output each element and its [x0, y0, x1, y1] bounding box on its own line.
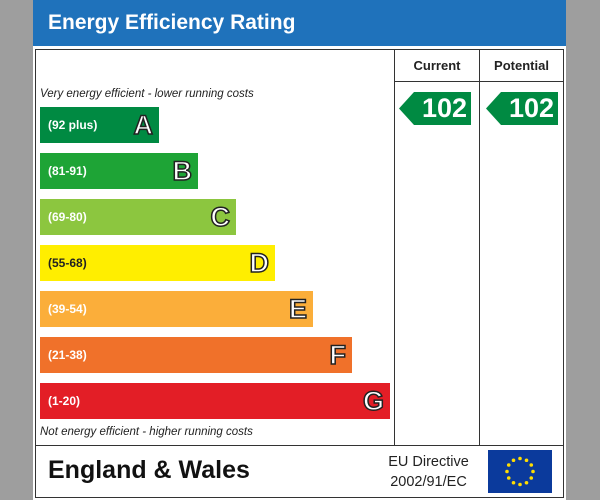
flag-star: [511, 480, 516, 485]
flag-star: [511, 458, 516, 463]
top-caption: Very energy efficient - lower running co…: [40, 88, 254, 100]
band-a: (92 plus) A: [40, 107, 159, 143]
flag-star: [505, 469, 509, 474]
band-letter: A: [133, 109, 154, 140]
flag-star: [524, 480, 529, 485]
current-column-header: Current: [413, 58, 461, 73]
eu-flag-icon: [488, 450, 552, 493]
current-rating-arrow: 102: [399, 92, 471, 125]
band-range: (39-54): [48, 302, 87, 316]
potential-rating-arrow: 102: [486, 92, 558, 125]
region-label: England & Wales: [48, 456, 250, 484]
flag-star: [518, 482, 522, 487]
band-range: (81-91): [48, 164, 87, 178]
directive-label: EU Directive 2002/91/EC: [376, 452, 481, 492]
band-e: (39-54) E: [40, 291, 313, 327]
bottom-caption: Not energy efficient - higher running co…: [40, 426, 253, 438]
band-range: (21-38): [48, 348, 87, 362]
potential-column-header: Potential: [494, 58, 549, 73]
band-letter: E: [288, 293, 308, 324]
flag-star: [529, 476, 534, 480]
band-g: (1-20) G: [40, 383, 390, 419]
band-range: (92 plus): [48, 118, 98, 132]
directive-line-1: EU Directive: [388, 454, 469, 470]
flag-star: [529, 463, 534, 467]
band-letter: C: [210, 201, 231, 232]
band-range: (1-20): [48, 394, 81, 408]
flag-star: [506, 476, 511, 480]
band-letter: D: [249, 247, 270, 278]
band-f: (21-38) F: [40, 337, 352, 373]
chart-title: Energy Efficiency Rating: [33, 0, 566, 46]
flag-star: [531, 469, 535, 474]
flag-star: [524, 458, 529, 463]
band-range: (55-68): [48, 256, 87, 270]
header-divider: [394, 81, 563, 82]
rating-grid: Current Potential Very energy efficient …: [35, 49, 564, 446]
band-letter: F: [329, 339, 347, 370]
directive-line-2: 2002/91/EC: [390, 474, 467, 490]
band-range: (69-80): [48, 210, 87, 224]
band-d: (55-68) D: [40, 245, 275, 281]
band-letter: G: [362, 385, 385, 416]
flag-star: [506, 463, 511, 467]
band-c: (69-80) C: [40, 199, 236, 235]
column-divider: [479, 50, 480, 445]
band-letter: B: [172, 155, 193, 186]
band-b: (81-91) B: [40, 153, 198, 189]
energy-rating-chart: Energy Efficiency Rating Current Potenti…: [33, 0, 566, 500]
footer: England & Wales EU Directive 2002/91/EC: [35, 446, 564, 498]
column-divider: [394, 50, 395, 445]
flag-star: [518, 456, 522, 461]
